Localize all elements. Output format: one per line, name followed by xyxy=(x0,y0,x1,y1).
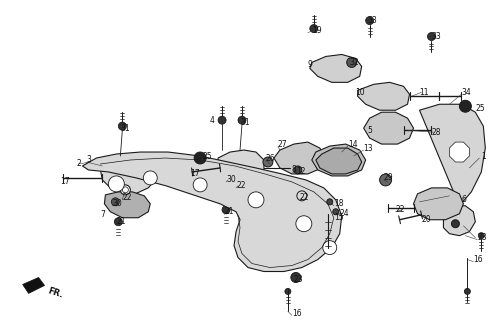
Circle shape xyxy=(294,166,302,174)
Text: 33: 33 xyxy=(368,16,378,25)
Polygon shape xyxy=(414,188,463,220)
Circle shape xyxy=(222,206,230,214)
Text: 10: 10 xyxy=(355,88,365,97)
Circle shape xyxy=(263,157,273,167)
Circle shape xyxy=(118,122,126,130)
Text: 28: 28 xyxy=(431,128,441,137)
Text: 5: 5 xyxy=(368,126,373,135)
Text: 22: 22 xyxy=(122,193,132,202)
Text: FR.: FR. xyxy=(46,287,64,300)
Circle shape xyxy=(218,116,226,124)
Polygon shape xyxy=(218,180,260,210)
Text: 17: 17 xyxy=(61,177,70,187)
Text: 27: 27 xyxy=(278,140,287,148)
Circle shape xyxy=(452,220,459,228)
Circle shape xyxy=(310,25,318,33)
Text: 25: 25 xyxy=(202,151,212,161)
Text: 14: 14 xyxy=(348,140,357,148)
Circle shape xyxy=(285,288,291,294)
Circle shape xyxy=(193,178,207,192)
Text: 22: 22 xyxy=(300,193,309,202)
Polygon shape xyxy=(420,104,485,236)
Text: 7: 7 xyxy=(101,210,106,219)
Circle shape xyxy=(380,174,391,186)
Circle shape xyxy=(238,116,246,124)
Polygon shape xyxy=(358,82,410,110)
Circle shape xyxy=(224,174,232,182)
Circle shape xyxy=(248,192,264,208)
Text: 26: 26 xyxy=(266,154,276,163)
Text: 6: 6 xyxy=(461,195,466,204)
Circle shape xyxy=(143,171,157,185)
Polygon shape xyxy=(218,150,264,184)
Text: 4: 4 xyxy=(210,116,215,125)
Text: 16: 16 xyxy=(292,309,302,318)
Circle shape xyxy=(108,176,124,192)
Text: 32: 32 xyxy=(350,58,359,67)
Text: 20: 20 xyxy=(422,215,431,224)
Text: 33: 33 xyxy=(431,32,441,41)
Text: 21: 21 xyxy=(224,207,234,216)
Text: 21: 21 xyxy=(116,217,126,226)
Text: 30: 30 xyxy=(112,199,122,208)
Polygon shape xyxy=(82,152,342,271)
Text: 16: 16 xyxy=(473,255,483,264)
Text: 3: 3 xyxy=(86,156,91,164)
Text: 24: 24 xyxy=(340,209,350,218)
Circle shape xyxy=(427,33,435,41)
Circle shape xyxy=(478,233,484,239)
Text: 30: 30 xyxy=(226,175,236,184)
Circle shape xyxy=(233,179,243,189)
Circle shape xyxy=(291,273,301,283)
Circle shape xyxy=(296,216,312,232)
Text: 8: 8 xyxy=(292,165,297,174)
Text: 22: 22 xyxy=(395,205,405,214)
Text: 29: 29 xyxy=(384,173,393,182)
Circle shape xyxy=(464,288,470,294)
Circle shape xyxy=(333,209,339,215)
Polygon shape xyxy=(316,148,362,174)
Polygon shape xyxy=(312,144,366,176)
Text: 25: 25 xyxy=(475,104,485,113)
Circle shape xyxy=(366,17,374,25)
Text: 9: 9 xyxy=(308,60,313,69)
Polygon shape xyxy=(105,192,150,218)
Text: 22: 22 xyxy=(236,181,246,190)
Circle shape xyxy=(114,218,122,226)
Polygon shape xyxy=(274,142,326,174)
Text: 2: 2 xyxy=(76,159,81,169)
Text: 12: 12 xyxy=(296,167,305,176)
Text: 15: 15 xyxy=(334,213,344,222)
Circle shape xyxy=(347,58,357,68)
Polygon shape xyxy=(23,277,44,293)
Text: 34: 34 xyxy=(461,88,471,97)
Circle shape xyxy=(120,185,130,195)
Text: 13: 13 xyxy=(364,144,373,153)
Polygon shape xyxy=(364,112,414,144)
Polygon shape xyxy=(310,54,362,82)
Circle shape xyxy=(323,241,337,255)
Polygon shape xyxy=(101,158,155,194)
Text: 17: 17 xyxy=(190,169,200,179)
Text: 11: 11 xyxy=(420,88,429,97)
Text: 23: 23 xyxy=(294,275,304,284)
Circle shape xyxy=(327,199,333,205)
Text: 23: 23 xyxy=(477,233,487,242)
Text: 1: 1 xyxy=(481,151,486,161)
Circle shape xyxy=(111,198,119,206)
Circle shape xyxy=(459,100,471,112)
Text: 31: 31 xyxy=(120,124,130,132)
Text: 18: 18 xyxy=(334,199,343,208)
Text: 19: 19 xyxy=(312,26,321,35)
Circle shape xyxy=(194,152,206,164)
Polygon shape xyxy=(450,142,469,162)
Text: 31: 31 xyxy=(240,118,249,127)
